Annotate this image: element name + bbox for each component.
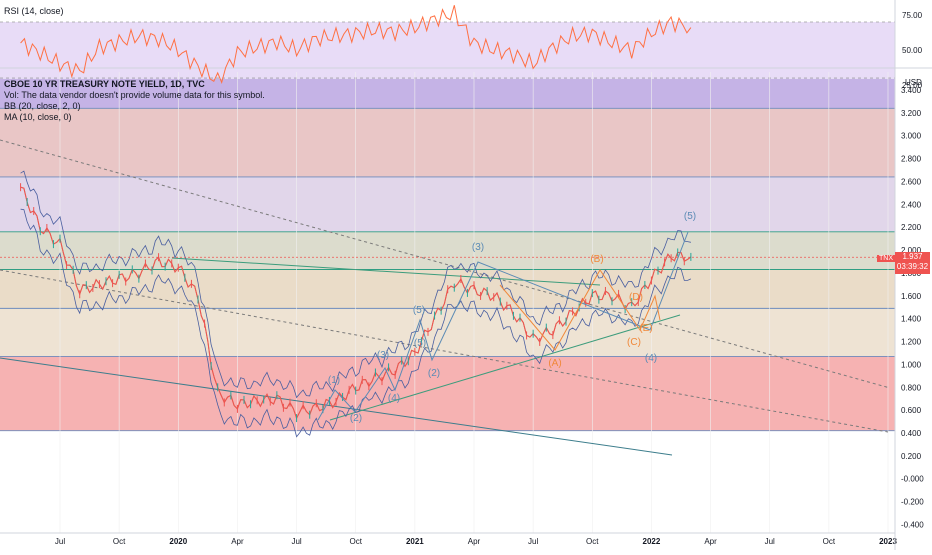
time-tick-label: Oct [113,537,126,546]
wave-label-blue: (2) [428,368,440,379]
dashed-trendline-lower [0,269,889,433]
time-tick-label: 2022 [643,537,661,546]
band-top-purple [0,78,895,109]
wave-label-orange: (E) [639,323,652,334]
wave-label-blue: (2) [350,413,362,424]
long-downtrend-line [0,357,673,456]
elliott-wave-path-orange [499,269,661,351]
band-green [0,231,895,270]
band-upper-red [0,108,895,177]
last-price-badge: 1.937 03:39:32 [895,252,930,274]
rsi-line [20,5,692,85]
rsi-label: RSI (14, close) [4,6,64,16]
rsi-legend: RSI (14, close) [4,6,64,17]
rising-support-line [329,314,681,421]
price-tick-label: 0.400 [901,429,922,438]
price-tick-label: 3.000 [901,132,922,141]
wave-label-blue: (4) [388,393,400,404]
price-tick-label: 0.600 [901,406,922,415]
ticker-tag: TNX [877,255,895,262]
wave-label-orange: (B) [590,254,603,265]
symbol-title[interactable]: CBOE 10 YR TREASURY NOTE YIELD, 1D, TVC [4,79,205,89]
dashed-trendline-upper [0,139,891,389]
time-tick-label: Jul [528,537,538,546]
time-tick-label: 2020 [169,537,187,546]
price-tick-label: 1.000 [901,360,922,369]
time-tick-label: Oct [586,537,599,546]
rsi-tick-label: 25.00 [902,81,923,90]
last-price: 1.937 [902,252,923,261]
time-tick-label: Jul [765,537,775,546]
price-tick-label: -0.200 [901,498,924,507]
price-tick-label: 1.600 [901,292,922,301]
wave-label-blue: (5) [413,305,425,316]
price-tick-label: 2.400 [901,200,922,209]
wave-label-orange: (D) [629,292,643,303]
price-tick-label: -0.400 [901,520,924,529]
wave-label-blue: (4) [645,353,657,364]
band-lavender [0,176,895,232]
band-lower-red [0,356,895,431]
price-tick-label: 2.800 [901,155,922,164]
time-tick-label: 2023 [879,537,897,546]
price-tick-label: -0.000 [901,475,924,484]
price-tick-label: 0.800 [901,383,922,392]
price-tick-label: 3.200 [901,109,922,118]
wave-label-orange: (A) [548,358,561,369]
price-tick-label: 0.200 [901,452,922,461]
bb-upper-band [20,170,691,399]
bb-lower-band [20,208,692,438]
time-tick-label: Oct [823,537,836,546]
bb-indicator-label[interactable]: BB (20, close, 2, 0) [4,101,81,111]
rsi-band [0,22,895,78]
wave-label-blue: (5) [684,211,696,222]
price-tick-label: 2.200 [901,223,922,232]
elliott-wave-path-blue [317,231,689,421]
countdown: 03:39:32 [896,262,929,271]
wave-label-blue: (1) [328,375,340,386]
time-tick-label: Apr [468,537,481,546]
time-tick-label: Apr [704,537,717,546]
band-beige [0,308,895,357]
neckline [171,257,601,286]
currency-label: USD [905,78,922,87]
time-tick-label: 2021 [406,537,424,546]
time-tick-label: Apr [231,537,244,546]
price-tick-label: 1.400 [901,315,922,324]
price-tick-label: 3.400 [901,86,922,95]
wave-label-blue-small: (5) [414,338,426,349]
rsi-tick-label: 75.00 [902,11,923,20]
time-tick-label: Oct [349,537,362,546]
wave-label-blue: (3) [472,242,484,253]
ma-indicator-label[interactable]: MA (10, close, 0) [4,112,72,122]
time-tick-label: Jul [55,537,65,546]
wave-label-blue: (3) [377,350,389,361]
rsi-tick-label: 50.00 [902,46,923,55]
price-tick-label: 1.200 [901,338,922,347]
wave-label-orange: (C) [627,337,641,348]
vol-note: Vol: The data vendor doesn't provide vol… [4,90,265,100]
main-legend: CBOE 10 YR TREASURY NOTE YIELD, 1D, TVC … [4,79,265,123]
price-tick-label: 2.000 [901,246,922,255]
time-tick-label: Jul [291,537,301,546]
price-tick-label: 2.600 [901,177,922,186]
